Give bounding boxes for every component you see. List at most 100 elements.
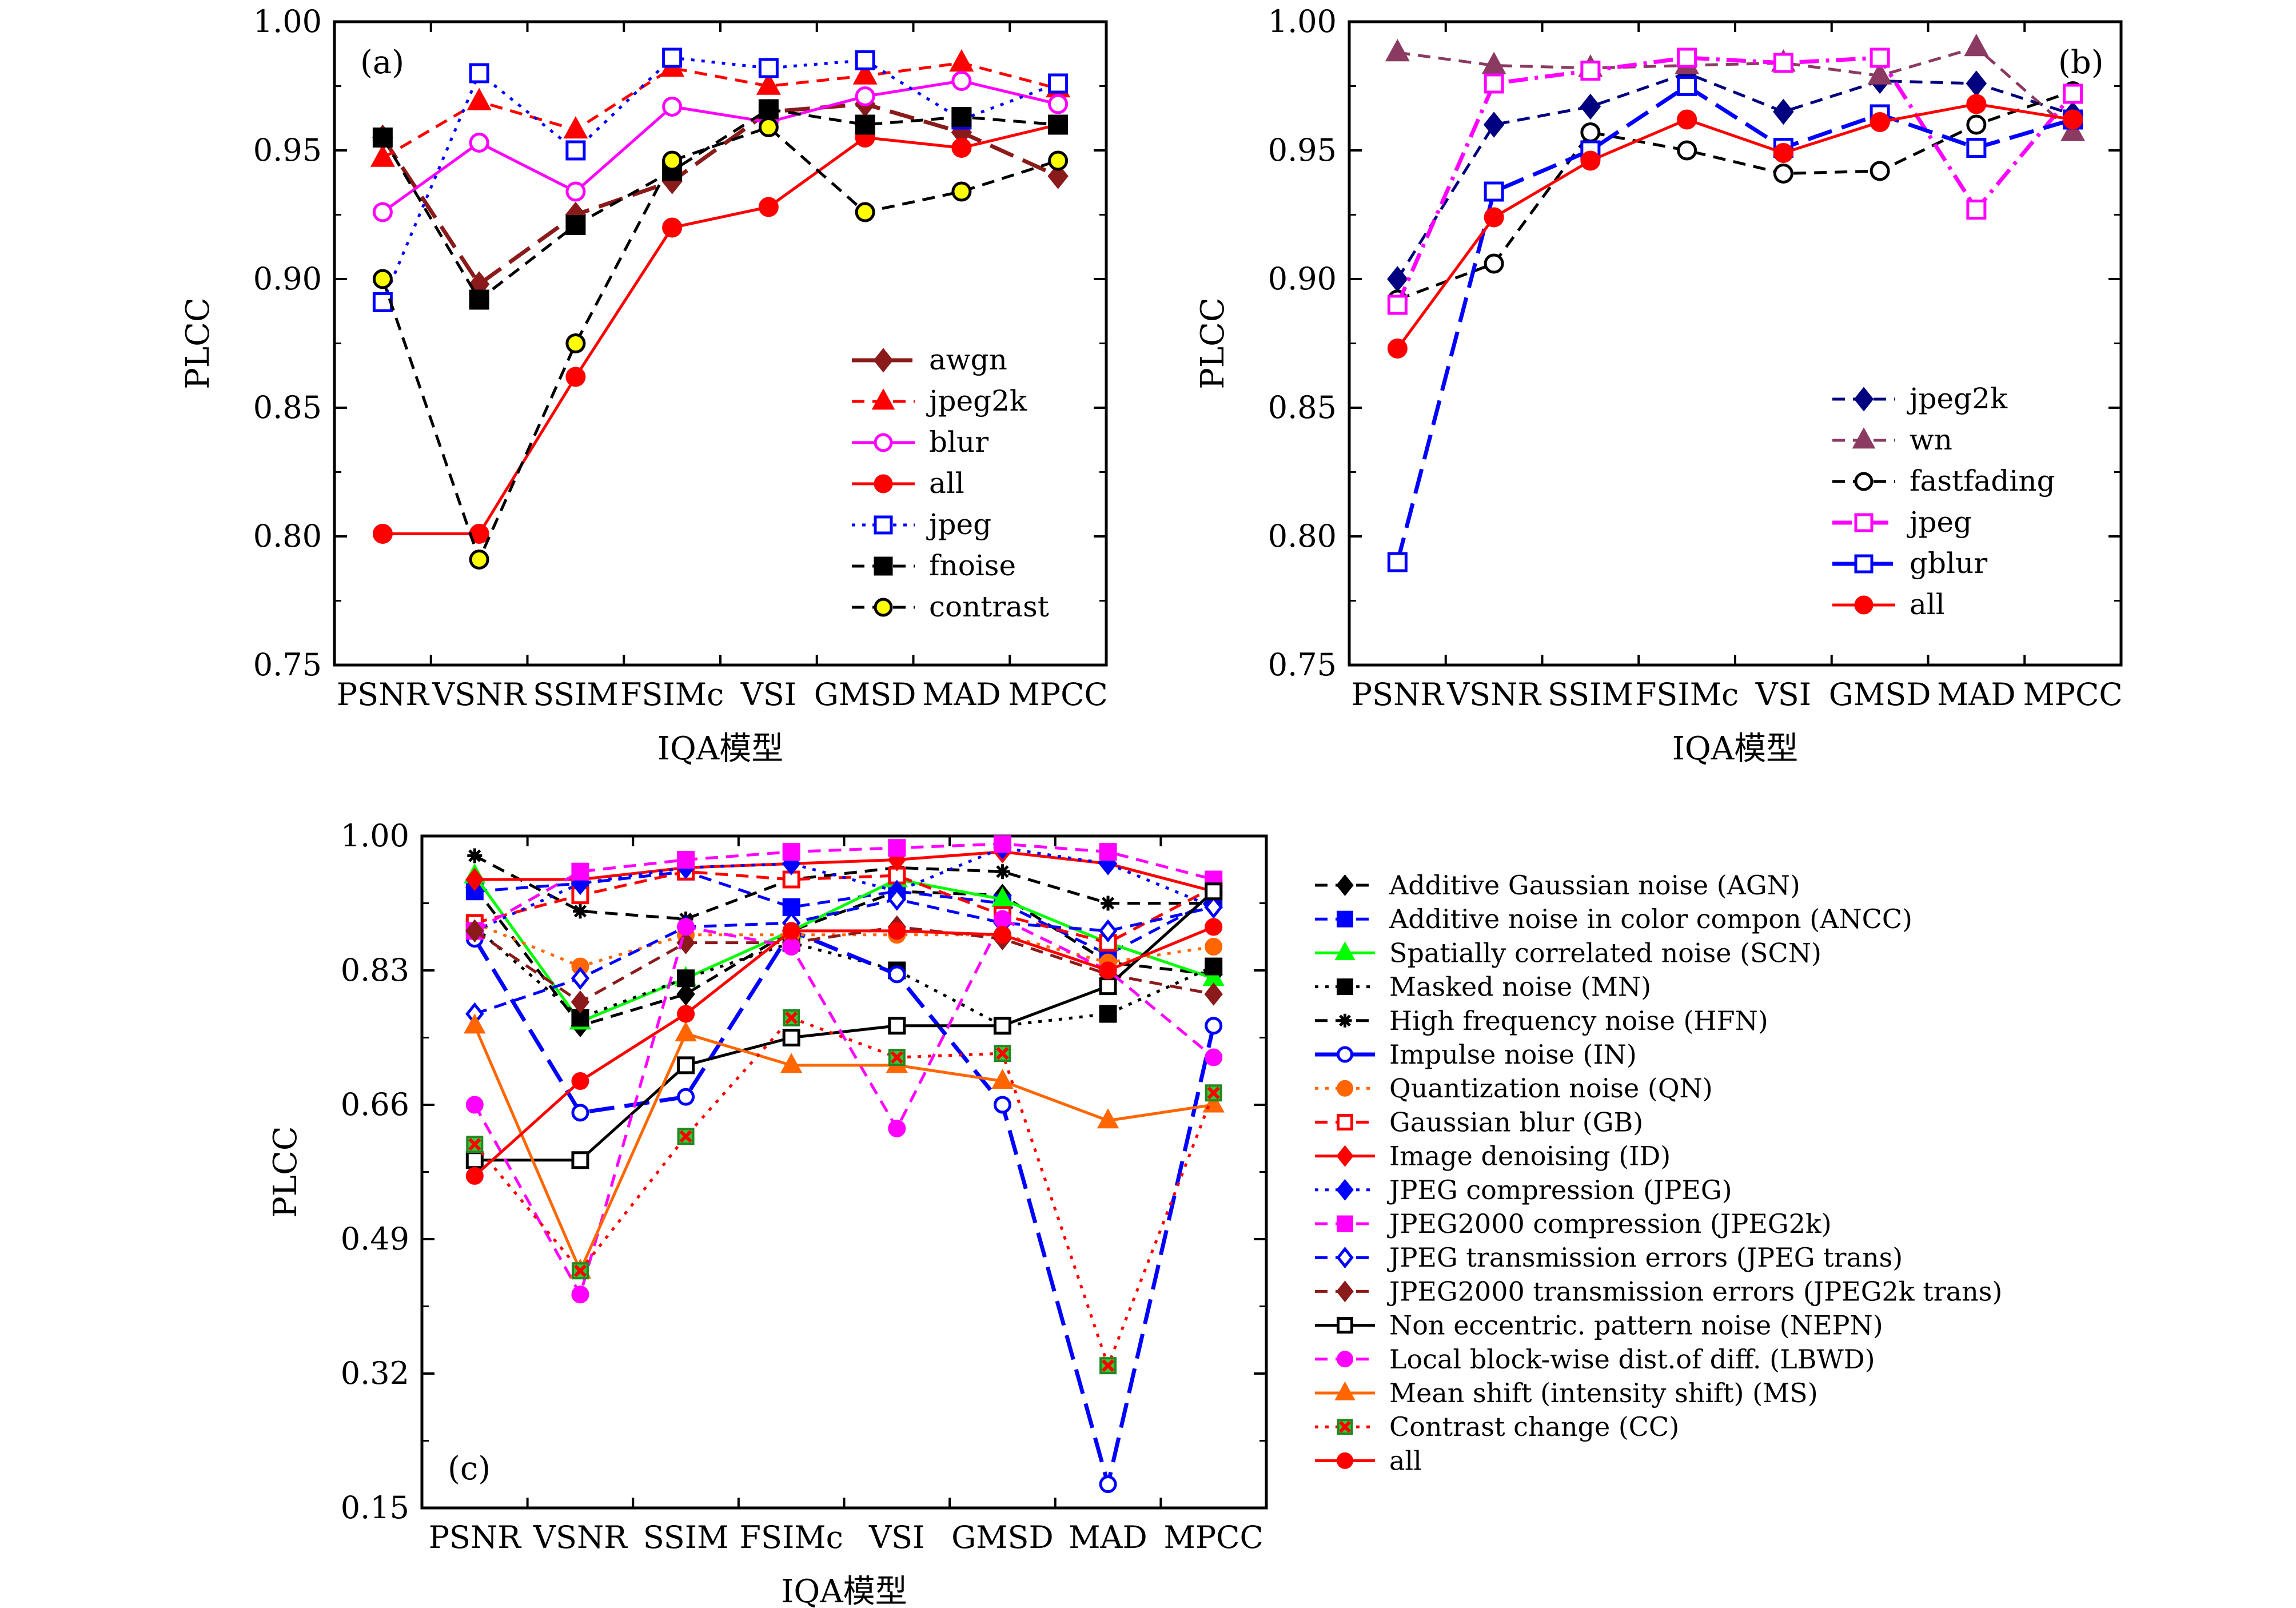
legend-item: JPEG transmission errors (JPEG trans)	[1315, 1242, 1903, 1273]
legend-item: jpeg2k	[852, 384, 1027, 417]
data-point	[1204, 895, 1223, 919]
data-point	[1580, 93, 1601, 120]
data-point	[1677, 47, 1697, 68]
legend: jpeg2k wn fastfading jpeg gblur all	[1832, 382, 2055, 621]
legend-marker	[1337, 1080, 1353, 1097]
series-line	[474, 854, 1214, 921]
series-line	[473, 917, 1215, 1299]
panel-b: 0.75 0.80 0.85 0.90 0.95 1.00 PSNR VSNR SSIM FSIM…	[1194, 3, 2123, 767]
x-axis-label: IQA模型	[657, 730, 783, 767]
series-mean-shift-intensity-shift-ms	[464, 1013, 1225, 1279]
legend-item: all	[852, 467, 964, 500]
data-point	[465, 1096, 484, 1114]
data-point	[1099, 934, 1117, 952]
data-point	[852, 62, 878, 85]
x-tick-label: VSI	[740, 676, 796, 713]
series-line	[381, 79, 1059, 214]
data-point	[677, 1128, 695, 1145]
x-tick-label: GMSD	[951, 1519, 1054, 1555]
x-tick-label: PSNR	[337, 676, 430, 713]
data-point	[1966, 138, 1987, 158]
data-point	[1773, 53, 1793, 73]
data-point	[465, 867, 484, 891]
legend-item: High frequency noise (HFN)	[1315, 1005, 1768, 1036]
data-point	[1387, 339, 1408, 359]
x-tick-label: FSIMc	[1635, 676, 1739, 713]
data-point	[677, 1005, 695, 1023]
legend-item: Masked noise (MN)	[1315, 972, 1651, 1002]
y-tick-label: 0.80	[253, 518, 322, 554]
data-point	[991, 1069, 1014, 1089]
legend-item: JPEG2000 transmission errors (JPEG2k tra…	[1315, 1276, 2002, 1307]
data-point	[1048, 114, 1069, 135]
data-point	[469, 550, 489, 570]
data-point	[949, 49, 974, 72]
legend-item: blur	[852, 425, 988, 459]
data-point	[465, 919, 484, 943]
data-point	[993, 835, 1011, 853]
legend-item: Quantization noise (QN)	[1315, 1073, 1713, 1104]
series-jpeg2k	[370, 49, 1071, 167]
data-point	[571, 1009, 589, 1027]
legend-item: wn	[1832, 423, 1952, 456]
data-point	[993, 1096, 1011, 1114]
data-point	[758, 58, 779, 78]
legend-item: awgn	[852, 343, 1007, 376]
data-point	[1099, 961, 1117, 980]
series-line	[473, 874, 1214, 1024]
legend-label: Quantization noise (QN)	[1389, 1073, 1713, 1104]
legend-label: Additive Gaussian noise (AGN)	[1389, 870, 1800, 901]
legend-marker	[1337, 1419, 1353, 1435]
data-point	[1580, 61, 1601, 81]
y-tick-label: 0.90	[253, 261, 322, 297]
data-point	[1773, 143, 1793, 163]
legend-marker	[874, 515, 893, 535]
x-tick-label: FSIMc	[740, 1519, 843, 1555]
x-tick-label: GMSD	[1829, 676, 1931, 713]
legend-item: Non eccentric. pattern noise (NEPN)	[1315, 1310, 1883, 1341]
legend-marker	[1854, 472, 1874, 491]
data-point	[991, 887, 1014, 908]
legend-marker	[1337, 1317, 1353, 1334]
legend-item: contrast	[852, 590, 1049, 623]
data-point	[2063, 83, 2083, 104]
legend: awgn jpeg2k blur all jpeg fnoise contrast	[852, 343, 1049, 623]
data-point	[571, 1072, 589, 1090]
legend-marker	[873, 348, 894, 373]
data-point	[1484, 207, 1504, 228]
series-contrast-change-cc	[466, 1009, 1222, 1375]
y-axis-label: PLCC	[1194, 297, 1231, 389]
legend-label: fnoise	[929, 549, 1016, 582]
data-point	[855, 50, 875, 70]
legend-marker	[1337, 1215, 1353, 1232]
data-point	[1966, 70, 1987, 97]
legend-item: Impulse noise (IN)	[1315, 1039, 1637, 1070]
data-point	[1048, 150, 1069, 171]
data-point	[993, 926, 1011, 944]
data-point	[1484, 73, 1504, 94]
data-point	[1966, 200, 1987, 220]
series-line	[1396, 102, 2074, 349]
legend-label: JPEG transmission errors (JPEG trans)	[1387, 1242, 1903, 1273]
data-point	[756, 72, 781, 95]
legend-item: Local block-wise dist.of diff. (LBWD)	[1315, 1344, 1875, 1375]
series-non-eccentric-pattern-noise-nepn	[465, 882, 1223, 1169]
data-point	[2060, 118, 2086, 141]
data-point	[372, 524, 393, 544]
data-point	[1387, 552, 1408, 572]
data-point	[467, 87, 492, 110]
data-point	[951, 71, 972, 91]
legend-label: High frequency noise (HFN)	[1389, 1005, 1768, 1036]
data-point	[1205, 1084, 1222, 1102]
data-point	[855, 86, 875, 106]
data-point	[1099, 1475, 1117, 1494]
data-point	[2063, 109, 2083, 130]
series-line	[381, 108, 1058, 302]
data-point	[1099, 1357, 1117, 1375]
series-line	[473, 1016, 1215, 1370]
legend-label: blur	[929, 425, 988, 459]
x-axis-label: IQA模型	[781, 1573, 907, 1608]
data-point	[782, 843, 800, 861]
series-line	[382, 61, 1059, 160]
